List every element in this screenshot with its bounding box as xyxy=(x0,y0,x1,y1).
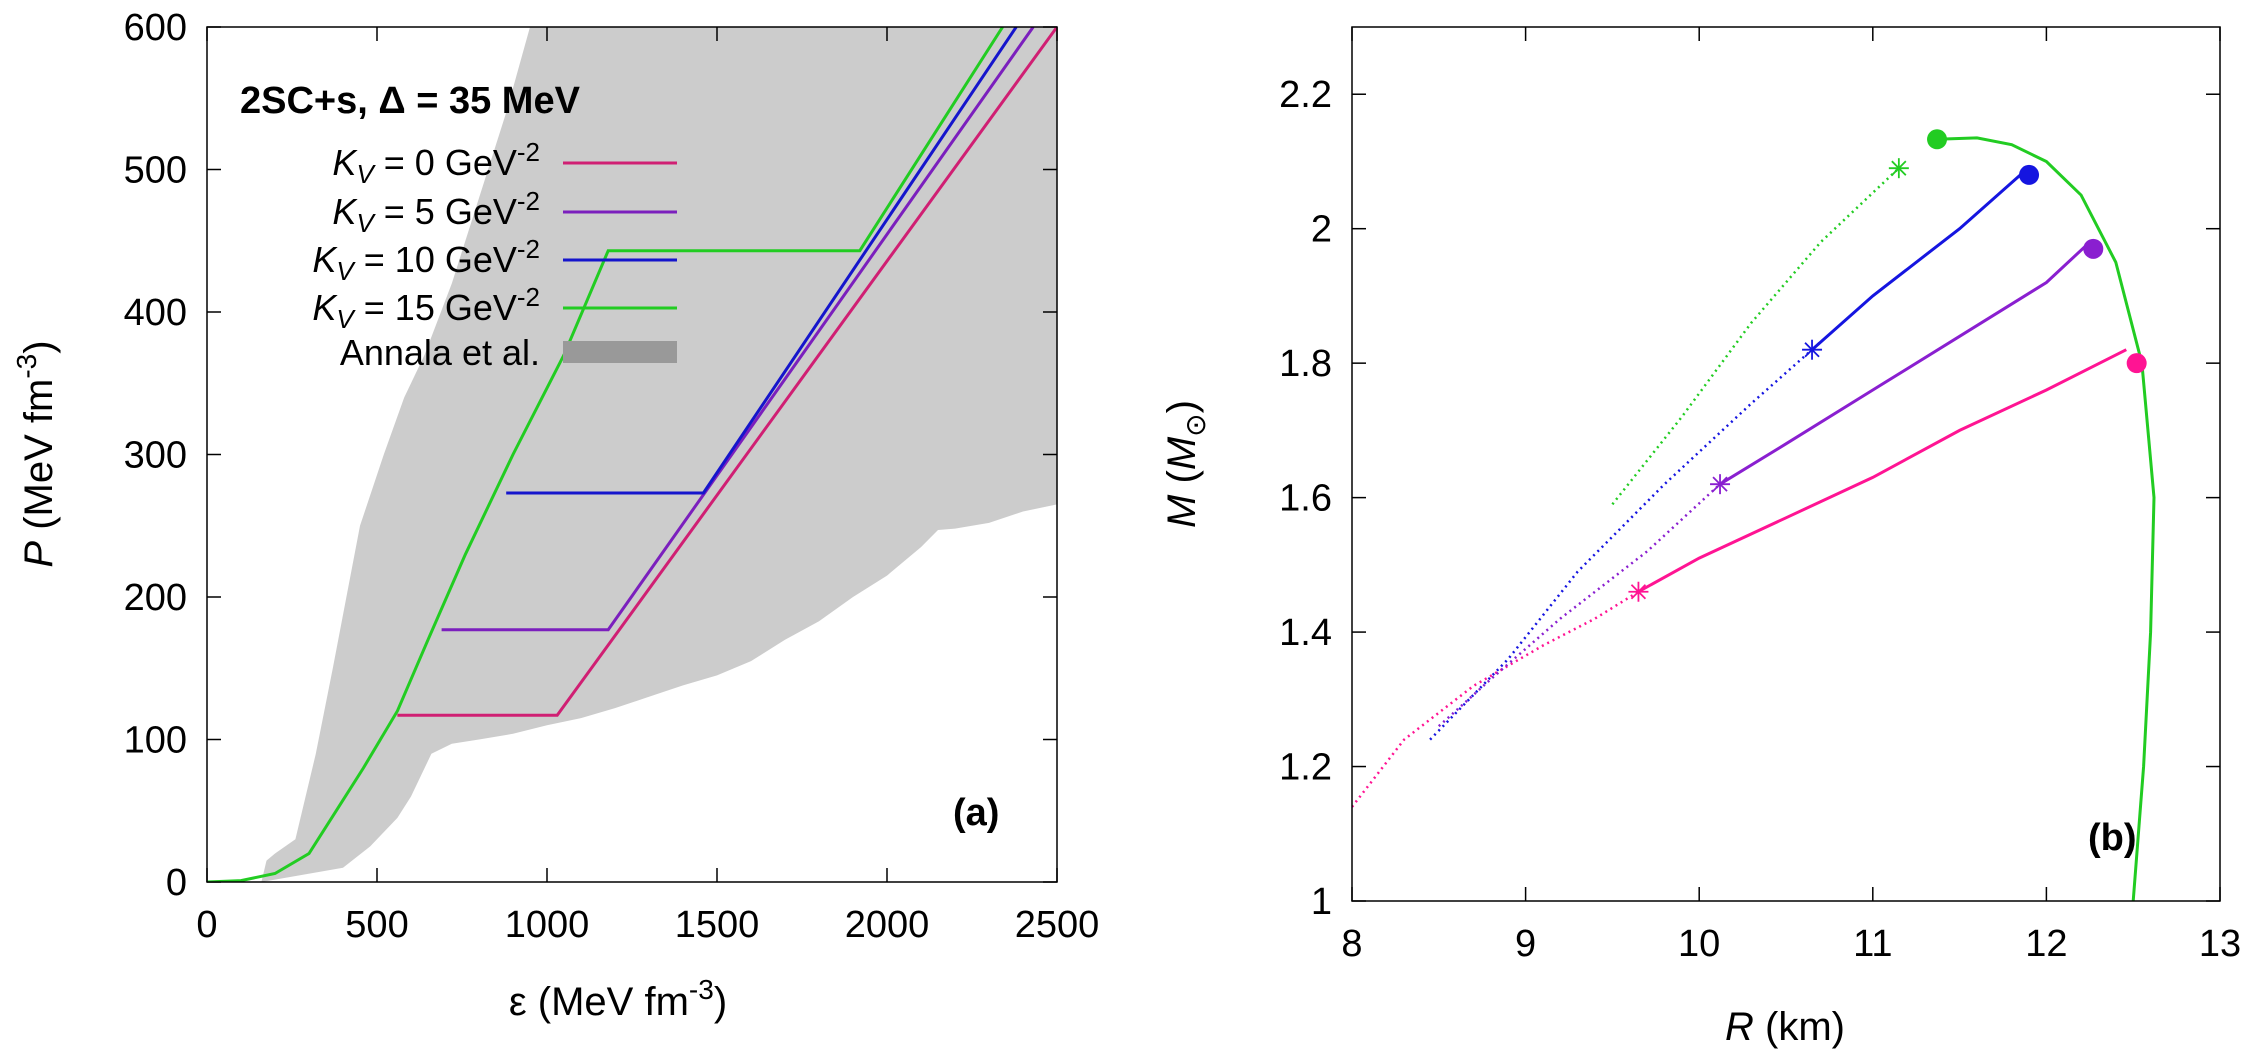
y-tick-label: 1.2 xyxy=(1279,747,1332,789)
x-tick-label: 8 xyxy=(1341,923,1362,965)
series-line xyxy=(506,27,1018,495)
y-tick-label: 300 xyxy=(124,435,187,477)
x-tick-label: 1500 xyxy=(675,904,760,946)
x-tick-label: 500 xyxy=(345,904,408,946)
x-tick-label: 12 xyxy=(2025,923,2067,965)
series-line xyxy=(397,27,1057,717)
unstable-branch-line xyxy=(1437,483,1721,728)
x-tick-label: 11 xyxy=(1853,923,1892,965)
panel-a-series xyxy=(207,27,1057,882)
stable-branch-line xyxy=(1637,348,2127,594)
panel-a-xlabel: ε (MeV fm-3) xyxy=(509,974,727,1024)
stable-branch-line xyxy=(1719,241,2091,486)
x-tick-label: 2000 xyxy=(845,904,930,946)
max-mass-dot xyxy=(1927,129,1948,150)
max-mass-dot xyxy=(2083,238,2104,259)
x-tick-label: 2500 xyxy=(1015,904,1100,946)
onset-star-marker xyxy=(1710,474,1731,495)
y-tick-label: 0 xyxy=(166,862,187,904)
panel-b-ylabel: M (M⊙) xyxy=(1160,400,1211,528)
panel-b-ticks xyxy=(1351,27,2221,902)
stable-branch-line xyxy=(1811,173,2022,351)
panel-b-xlabel: R (km) xyxy=(1725,1005,1845,1049)
unstable-branch-line xyxy=(1611,167,1900,506)
y-tick-label: 1.4 xyxy=(1279,612,1332,654)
y-tick-label: 400 xyxy=(124,292,187,334)
y-tick-label: 2 xyxy=(1311,209,1332,251)
onset-star-marker xyxy=(1628,581,1649,602)
panel-b-frame xyxy=(1351,26,2221,902)
unstable-branch-line xyxy=(1352,590,1640,808)
x-tick-label: 0 xyxy=(196,904,217,946)
onset-star-marker xyxy=(1888,158,1909,179)
panel-a-frame xyxy=(206,26,1058,883)
y-tick-label: 2.2 xyxy=(1279,74,1332,116)
panel-a-legend: KV = 0 GeV-2KV = 5 GeV-2KV = 10 GeV-2KV … xyxy=(312,137,677,373)
panel-a-tick-labels: 0 500 1000 1500 2000 2500 0 100 200 300 400 500 600 xyxy=(124,7,1100,946)
legend-label: Annala et al. xyxy=(340,332,540,373)
panel-b-chart: 8 9 10 11 12 13 1 1.2 1.4 1.6 1.8 2 2.2 (b) R (km) M… xyxy=(1160,26,2241,1049)
series-line xyxy=(207,27,1004,882)
panel-b-series xyxy=(1352,129,2156,901)
legend-label: KV = 5 GeV-2 xyxy=(332,186,540,238)
panel-b-label: (b) xyxy=(2088,817,2137,859)
panel-a-ylabel: P (MeV fm-3) xyxy=(11,340,61,567)
x-tick-label: 13 xyxy=(2199,923,2241,965)
legend-swatch xyxy=(563,341,677,363)
onset-star-marker xyxy=(1802,339,1823,360)
max-mass-dot xyxy=(2019,164,2040,185)
panel-a-chart: 0 500 1000 1500 2000 25000100200300400500600 … xyxy=(11,7,1099,1024)
hadronic-branch-line xyxy=(1936,136,2156,901)
annala-band xyxy=(261,27,1057,882)
x-tick-label: 10 xyxy=(1678,923,1720,965)
x-tick-label: 9 xyxy=(1515,923,1536,965)
max-mass-dot xyxy=(2126,353,2147,374)
legend-label: KV = 0 GeV-2 xyxy=(332,137,540,189)
y-tick-label: 1.8 xyxy=(1279,343,1332,385)
x-tick-label: 1000 xyxy=(505,904,590,946)
y-tick-label: 200 xyxy=(124,577,187,619)
legend-label: KV = 10 GeV-2 xyxy=(312,234,540,286)
panel-b-tick-labels: 8 9 10 11 12 13 1 1.2 1.4 1.6 1.8 2 2.2 xyxy=(1279,74,2241,965)
y-tick-label: 600 xyxy=(124,7,187,49)
legend-label: KV = 15 GeV-2 xyxy=(312,282,540,334)
y-tick-label: 1.6 xyxy=(1279,478,1332,520)
series-line xyxy=(441,27,1035,632)
panel-a-title: 2SC+s, Δ = 35 MeV xyxy=(240,80,581,122)
y-tick-label: 1 xyxy=(1311,881,1332,923)
y-tick-label: 500 xyxy=(124,150,187,192)
y-tick-label: 100 xyxy=(124,720,187,762)
panel-a-label: (a) xyxy=(953,792,999,834)
